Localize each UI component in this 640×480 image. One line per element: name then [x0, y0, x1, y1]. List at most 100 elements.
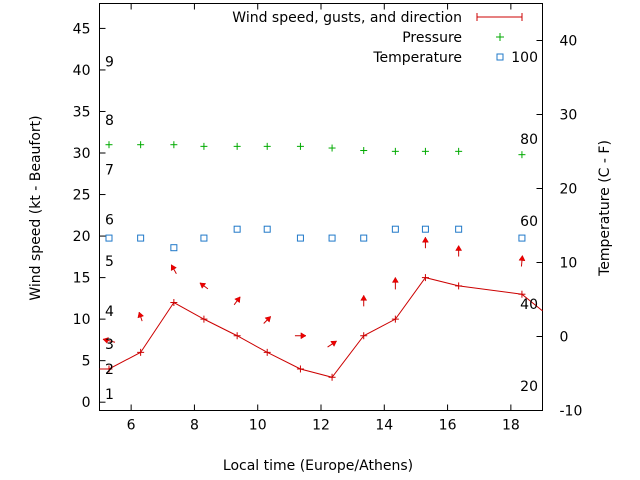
fahrenheit-label: 60	[520, 214, 538, 230]
y-right-tick-label: 20	[560, 182, 578, 198]
wind-direction-arrow	[391, 276, 399, 290]
wind-direction-arrow	[102, 337, 116, 344]
beaufort-label: 7	[105, 163, 114, 179]
temperature-point	[233, 225, 241, 233]
wind-direction-arrow	[421, 236, 429, 249]
axis-ticks	[99, 3, 543, 411]
x-tick-label: 10	[249, 418, 267, 434]
pressure-point	[137, 141, 145, 149]
y-left-tick-label: 35	[73, 104, 91, 120]
x-tick-label: 16	[439, 418, 457, 434]
beaufort-label: 1	[105, 387, 114, 403]
arrow-head	[234, 296, 241, 304]
x-tick-label: 12	[312, 418, 330, 434]
arrow-head	[330, 340, 337, 347]
pressure-point	[233, 142, 241, 150]
fahrenheit-label: 20	[520, 379, 538, 395]
legend-pressure-key	[496, 33, 504, 41]
temperature-point	[518, 234, 526, 242]
x-tick-label: 8	[190, 418, 199, 434]
y-axis-left-title: Wind speed (kt - Beaufort)	[28, 115, 44, 300]
x-axis-title: Local time (Europe/Athens)	[223, 458, 413, 474]
y-left-tick-label: 45	[73, 21, 91, 37]
temperature-point	[137, 234, 145, 242]
wind-direction-arrow	[455, 245, 463, 257]
wind-direction-arrow	[233, 296, 241, 306]
pressure-point	[421, 147, 429, 155]
fahrenheit-label: 40	[520, 297, 538, 313]
pressure-point	[170, 141, 178, 149]
wind-speed-point	[455, 282, 463, 290]
pressure-point	[391, 147, 399, 155]
y-left-tick-label: 5	[82, 354, 91, 370]
wind-direction-arrow	[137, 311, 145, 322]
arrow-head	[518, 255, 526, 262]
wind-speed-point	[105, 365, 113, 373]
wind-direction-arrow	[518, 255, 526, 267]
pressure-point	[200, 142, 208, 150]
temperature-point	[328, 234, 336, 242]
y-left-tick-label: 25	[73, 188, 91, 204]
tick-labels: 6 8 10 12 14 16 18051015202530354045-100102030…	[73, 21, 583, 433]
temperature-point	[391, 225, 399, 233]
y-left-tick-label: 0	[82, 395, 91, 411]
y-right-tick-label: 30	[560, 108, 578, 124]
wind-speed-point	[263, 348, 271, 356]
pressure-point	[518, 151, 526, 159]
y-left-tick-label: 15	[73, 271, 91, 287]
beaufort-label: 8	[105, 113, 114, 129]
wind-direction-arrow	[360, 294, 368, 307]
arrow-head	[199, 282, 207, 289]
legend-pressure-label: Pressure	[402, 30, 462, 46]
wind-direction-arrow	[199, 282, 209, 290]
temperature-point	[170, 244, 178, 252]
x-tick-label: 18	[502, 418, 520, 434]
arrow-head	[455, 245, 463, 251]
beaufort-label: 2	[105, 362, 114, 378]
arrow-head	[137, 311, 145, 319]
arrow-head	[360, 294, 368, 301]
beaufort-label: 3	[105, 337, 114, 353]
wind-speed-point	[391, 315, 399, 323]
wind-speed-point	[360, 332, 368, 340]
temperature-point	[360, 234, 368, 242]
data-marks	[99, 141, 543, 381]
pressure-point	[328, 144, 336, 152]
y-left-tick-label: 40	[73, 63, 91, 79]
wind-direction-arrow	[170, 264, 177, 275]
y-left-tick-label: 30	[73, 146, 91, 162]
y-right-tick-label: 0	[560, 330, 569, 346]
arrow-head	[421, 236, 429, 243]
y-left-tick-label: 20	[73, 229, 91, 245]
fahrenheit-label: 100	[511, 50, 538, 66]
wind-speed-point	[421, 274, 429, 282]
y-right-tick-label: 10	[560, 256, 578, 272]
beaufort-label: 9	[105, 55, 114, 71]
legend-wind-key	[476, 13, 523, 21]
beaufort-label: 6	[105, 212, 114, 228]
y-right-tick-label: 40	[560, 34, 578, 50]
temperature-point	[455, 225, 463, 233]
wind-direction-arrow	[294, 332, 307, 340]
pressure-point	[105, 141, 113, 149]
fahrenheit-label: 80	[520, 132, 538, 148]
x-tick-label: 14	[375, 418, 393, 434]
temperature-point	[105, 234, 113, 242]
y-left-tick-label: 10	[73, 312, 91, 328]
wind-speed-point	[518, 290, 526, 298]
pressure-point	[296, 142, 304, 150]
beaufort-label: 5	[105, 254, 114, 270]
x-tick-label: 6	[127, 418, 136, 434]
pressure-point	[360, 147, 368, 155]
temperature-point	[263, 225, 271, 233]
arrow-head	[264, 316, 272, 323]
wind-direction-arrow	[327, 340, 337, 348]
wind-speed-point	[200, 315, 208, 323]
temperature-point	[421, 225, 429, 233]
y-axis-right-title: Temperature (C - F)	[597, 140, 613, 277]
arrow-head	[300, 332, 307, 340]
wind-speed-point	[137, 348, 145, 356]
legend-temperature-key	[496, 53, 504, 61]
